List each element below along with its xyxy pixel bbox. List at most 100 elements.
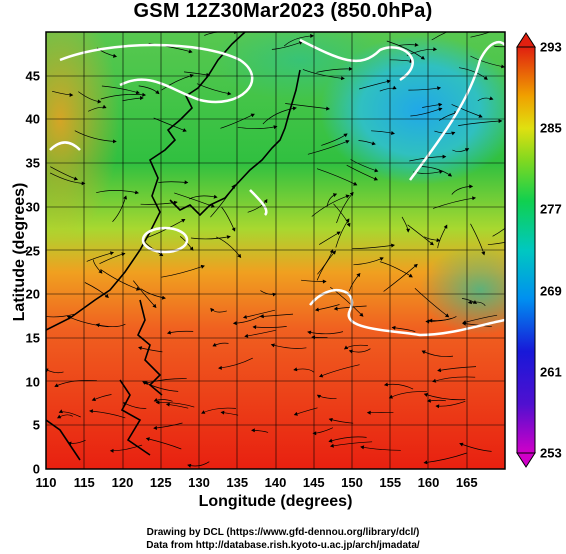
colorbar-label: 269 (540, 283, 562, 299)
coastline (46, 32, 301, 461)
streamline-arrowhead (166, 330, 172, 335)
x-tick-label: 140 (264, 475, 287, 490)
streamline (96, 190, 139, 194)
streamline (459, 443, 492, 452)
streamline-arrowhead (459, 442, 464, 447)
streamline-arrowhead (442, 154, 447, 159)
streamline (379, 261, 413, 278)
y-tick-label: 35 (25, 155, 40, 171)
streamline-arrowhead (73, 176, 78, 181)
streamline (146, 218, 186, 239)
streamline-arrowhead (293, 412, 298, 416)
streamline (253, 326, 287, 328)
streamline (46, 313, 75, 318)
streamline (302, 69, 345, 79)
streamline-arrowhead (343, 133, 348, 138)
streamline (492, 227, 505, 237)
streamline (144, 378, 187, 384)
streamline (146, 438, 182, 450)
colorbar-label: 277 (540, 201, 562, 217)
streamline-arrowhead (439, 169, 444, 174)
streamline (158, 181, 188, 184)
x-axis-label: Longitude (degrees) (198, 493, 353, 510)
streamline-arrowhead (293, 367, 298, 372)
streamline (204, 32, 238, 36)
streamline (220, 113, 255, 129)
streamline-arrowhead (458, 26, 461, 29)
streamline-arrowhead (91, 397, 96, 401)
streamline-arrowhead (242, 315, 248, 319)
streamline-arrowhead (316, 394, 321, 399)
x-tick-label: 165 (455, 475, 478, 490)
x-tick-label: 130 (188, 475, 210, 490)
streamline-arrowhead (184, 180, 189, 185)
streamline-arrowhead (210, 307, 215, 312)
colorbar-bottom-triangle (516, 452, 536, 468)
streamline-arrowhead (134, 190, 139, 195)
streamline-arrowhead (322, 279, 327, 284)
streamline (156, 402, 195, 408)
x-tick-label: 155 (379, 475, 402, 490)
streamline (285, 103, 330, 110)
streamline-arrowhead (443, 224, 448, 229)
x-tick-label: 160 (417, 475, 440, 490)
streamline (329, 286, 364, 317)
isotherm-contours (49, 38, 505, 337)
streamline (262, 107, 297, 125)
x-tick-label: 120 (111, 475, 134, 490)
colorbar-label: 285 (540, 120, 562, 136)
streamline-arrowhead (81, 181, 86, 186)
streamline (283, 35, 314, 47)
y-tick-label: 10 (25, 374, 40, 390)
streamline (307, 140, 350, 155)
streamline-arrowhead (349, 191, 354, 196)
x-tick-label: 115 (73, 475, 95, 490)
streamline-arrowhead (139, 96, 144, 100)
streamline-arrowhead (435, 404, 440, 409)
streamline-arrowhead (328, 438, 333, 443)
streamline-arrowhead (333, 306, 338, 311)
streamline-arrowhead (251, 428, 255, 433)
streamline-arrowhead (428, 318, 433, 323)
streamline-arrowhead (69, 92, 74, 97)
streamline-arrowhead (153, 426, 158, 430)
streamline-arrowhead (437, 368, 442, 373)
streamline (493, 45, 505, 48)
y-tick-label: 25 (25, 243, 40, 258)
y-axis-label: Latitude (degrees) (11, 182, 28, 322)
streamline-arrowhead (263, 198, 268, 204)
streamline-arrowhead (89, 409, 94, 414)
colorbar-label: 253 (540, 445, 562, 461)
streamline-arrowhead (155, 90, 160, 95)
streamline (311, 195, 350, 217)
streamline-arrowhead (340, 76, 345, 81)
colorbar-label: 261 (540, 364, 562, 380)
streamline-arrowhead (366, 410, 371, 415)
streamline (190, 236, 231, 240)
streamline-arrowhead (406, 228, 411, 233)
y-tick-label: 0 (32, 461, 40, 477)
streamline-arrowhead (252, 325, 257, 330)
streamline-arrowhead (483, 76, 488, 80)
streamline-arrowhead (408, 273, 413, 278)
y-tick-label: 15 (25, 330, 40, 346)
streamline (470, 32, 492, 38)
y-tick-label: 45 (25, 68, 40, 84)
streamline-arrowhead (436, 238, 441, 243)
streamline-arrowhead (155, 400, 160, 405)
x-tick-label: 125 (149, 475, 172, 490)
y-tick-label: 5 (32, 417, 40, 433)
streamline (470, 55, 505, 68)
streamline-arrowhead (270, 343, 275, 348)
streamline-arrowhead (423, 460, 428, 465)
streamline-arrowhead (232, 321, 237, 326)
streamline (100, 269, 140, 291)
streamline-arrowhead (423, 393, 428, 397)
streamline-arrowhead (345, 218, 350, 223)
streamline-arrowhead (436, 86, 442, 91)
streamline (330, 441, 373, 447)
streamline-arrowhead (332, 193, 338, 197)
streamline-arrowhead (292, 106, 297, 111)
streamline-arrowhead (143, 380, 149, 385)
